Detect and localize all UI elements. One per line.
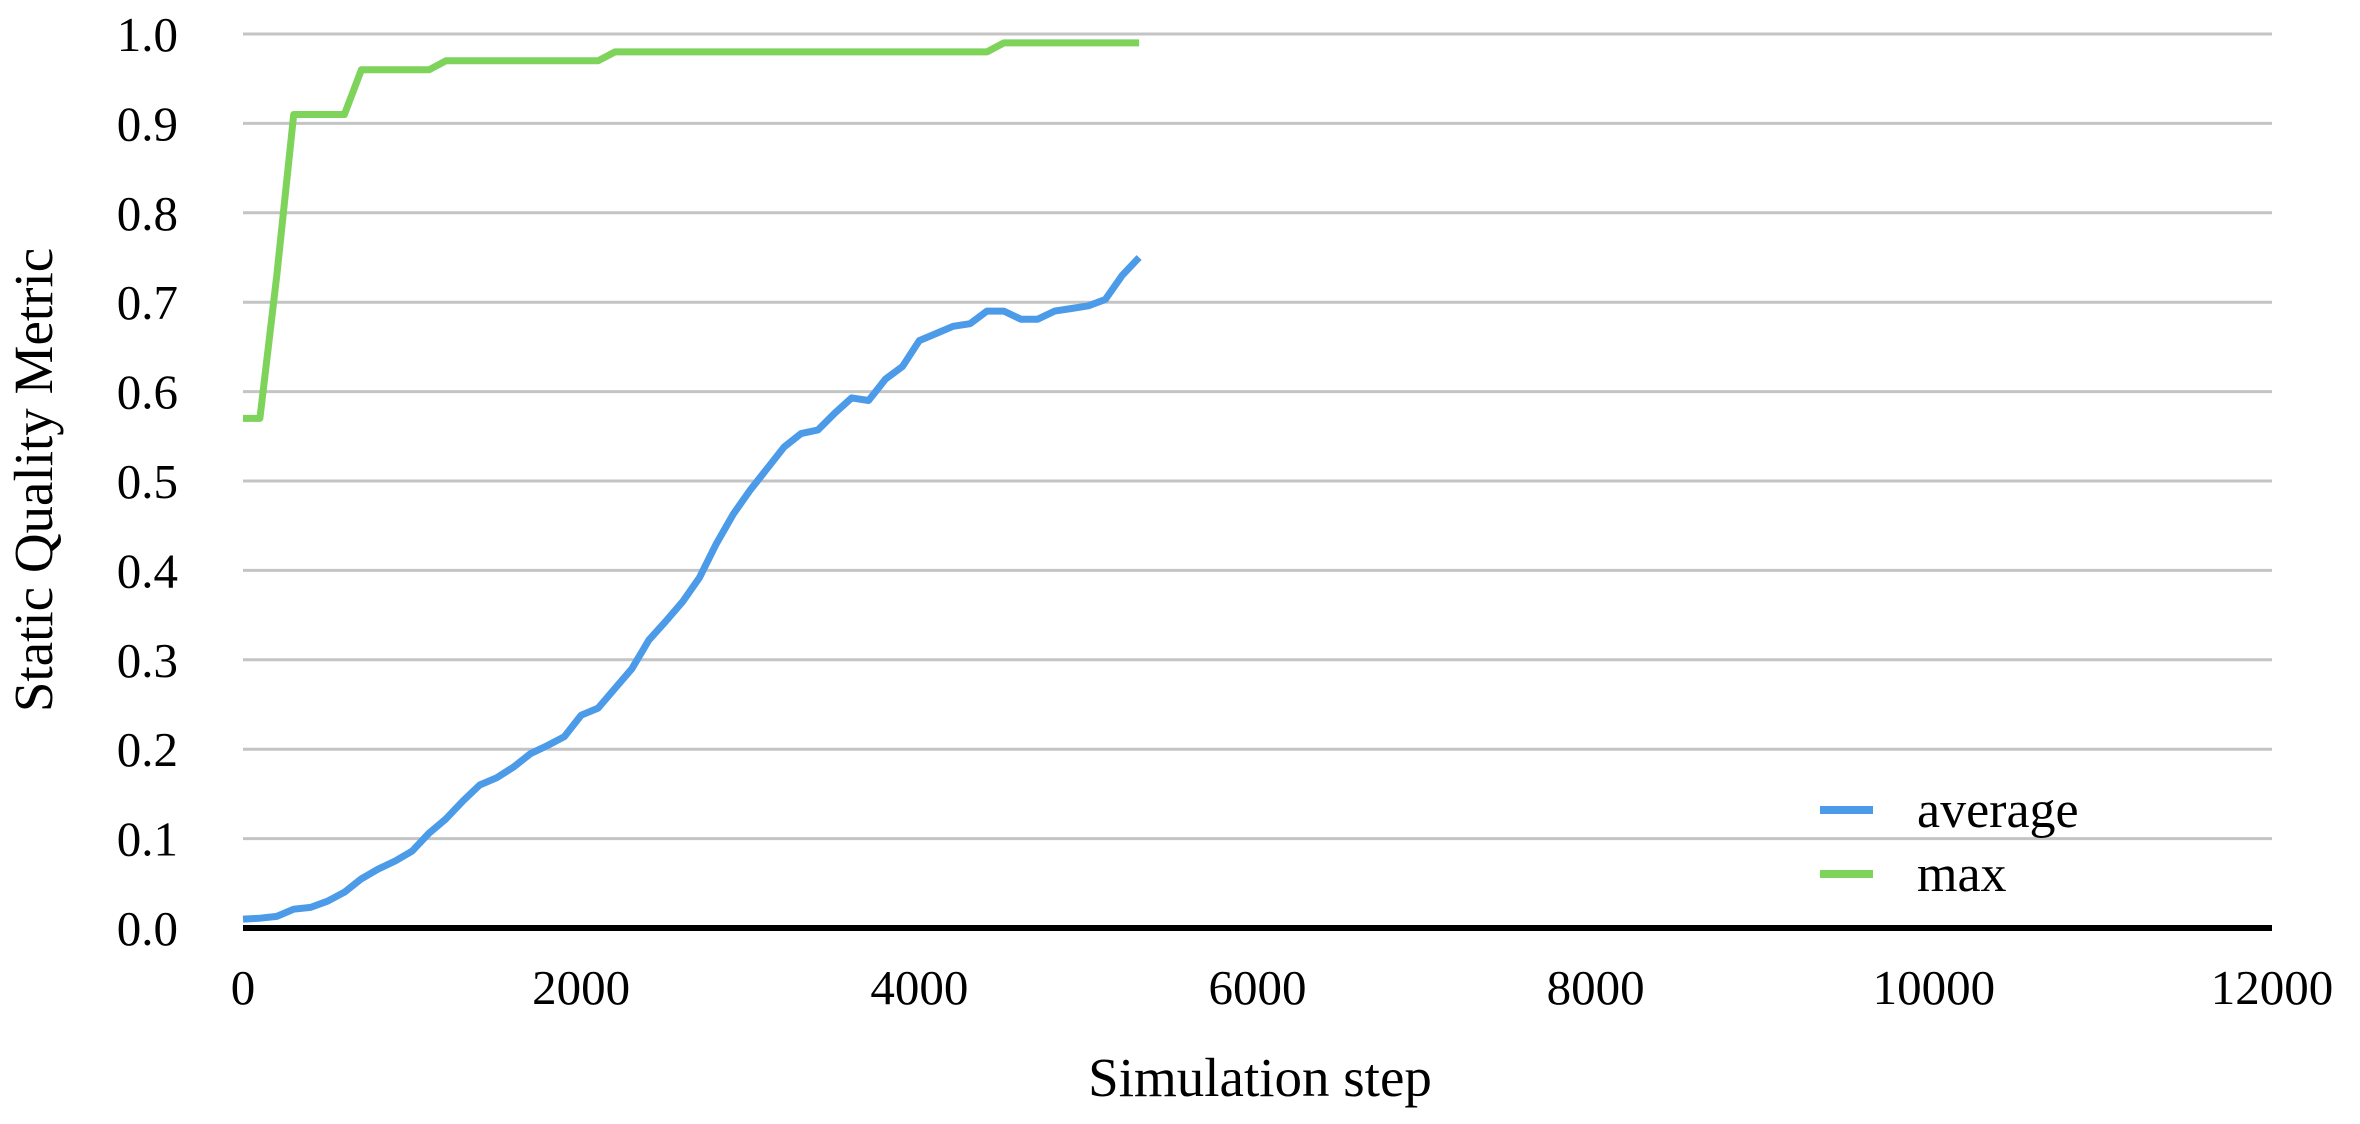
y-axis-title: Static Quality Metric [3, 248, 64, 712]
x-tick-label: 8000 [1547, 960, 1645, 1015]
y-tick-label: 0.4 [117, 543, 178, 598]
x-tick-label: 2000 [532, 960, 630, 1015]
y-tick-label: 0.0 [117, 901, 178, 956]
x-tick-label: 0 [231, 960, 256, 1015]
x-axis-title: Simulation step [1088, 1047, 1432, 1108]
y-tick-label: 0.1 [117, 812, 178, 867]
gridlines [243, 32, 2272, 841]
legend-label-max: max [1917, 846, 2007, 903]
y-tick-label: 0.8 [117, 186, 178, 241]
x-tick-label: 4000 [870, 960, 968, 1015]
series-line-max [243, 39, 1140, 422]
y-tick-label: 0.9 [117, 96, 178, 151]
y-tick-label: 0.7 [117, 275, 178, 330]
series-line-average [242, 255, 1142, 923]
y-tick-label: 0.6 [117, 365, 178, 420]
x-axis-tick-labels: 0 2000 4000 6000 8000 10000 12000 [231, 960, 2334, 1015]
y-tick-label: 0.2 [117, 722, 178, 777]
x-tick-label: 12000 [2211, 960, 2334, 1015]
series-lines [242, 39, 1142, 923]
legend: average max [1820, 782, 2079, 903]
y-tick-label: 1.0 [117, 7, 178, 62]
x-tick-label: 6000 [1209, 960, 1307, 1015]
legend-label-average: average [1917, 782, 2079, 839]
y-tick-label: 0.5 [117, 454, 178, 509]
y-tick-label: 0.3 [117, 633, 178, 688]
y-axis-tick-labels: 0.0 0.1 0.2 0.3 0.4 0.5 0.6 0.7 0.8 0.9 1.0 [117, 7, 178, 956]
x-tick-label: 10000 [1873, 960, 1996, 1015]
